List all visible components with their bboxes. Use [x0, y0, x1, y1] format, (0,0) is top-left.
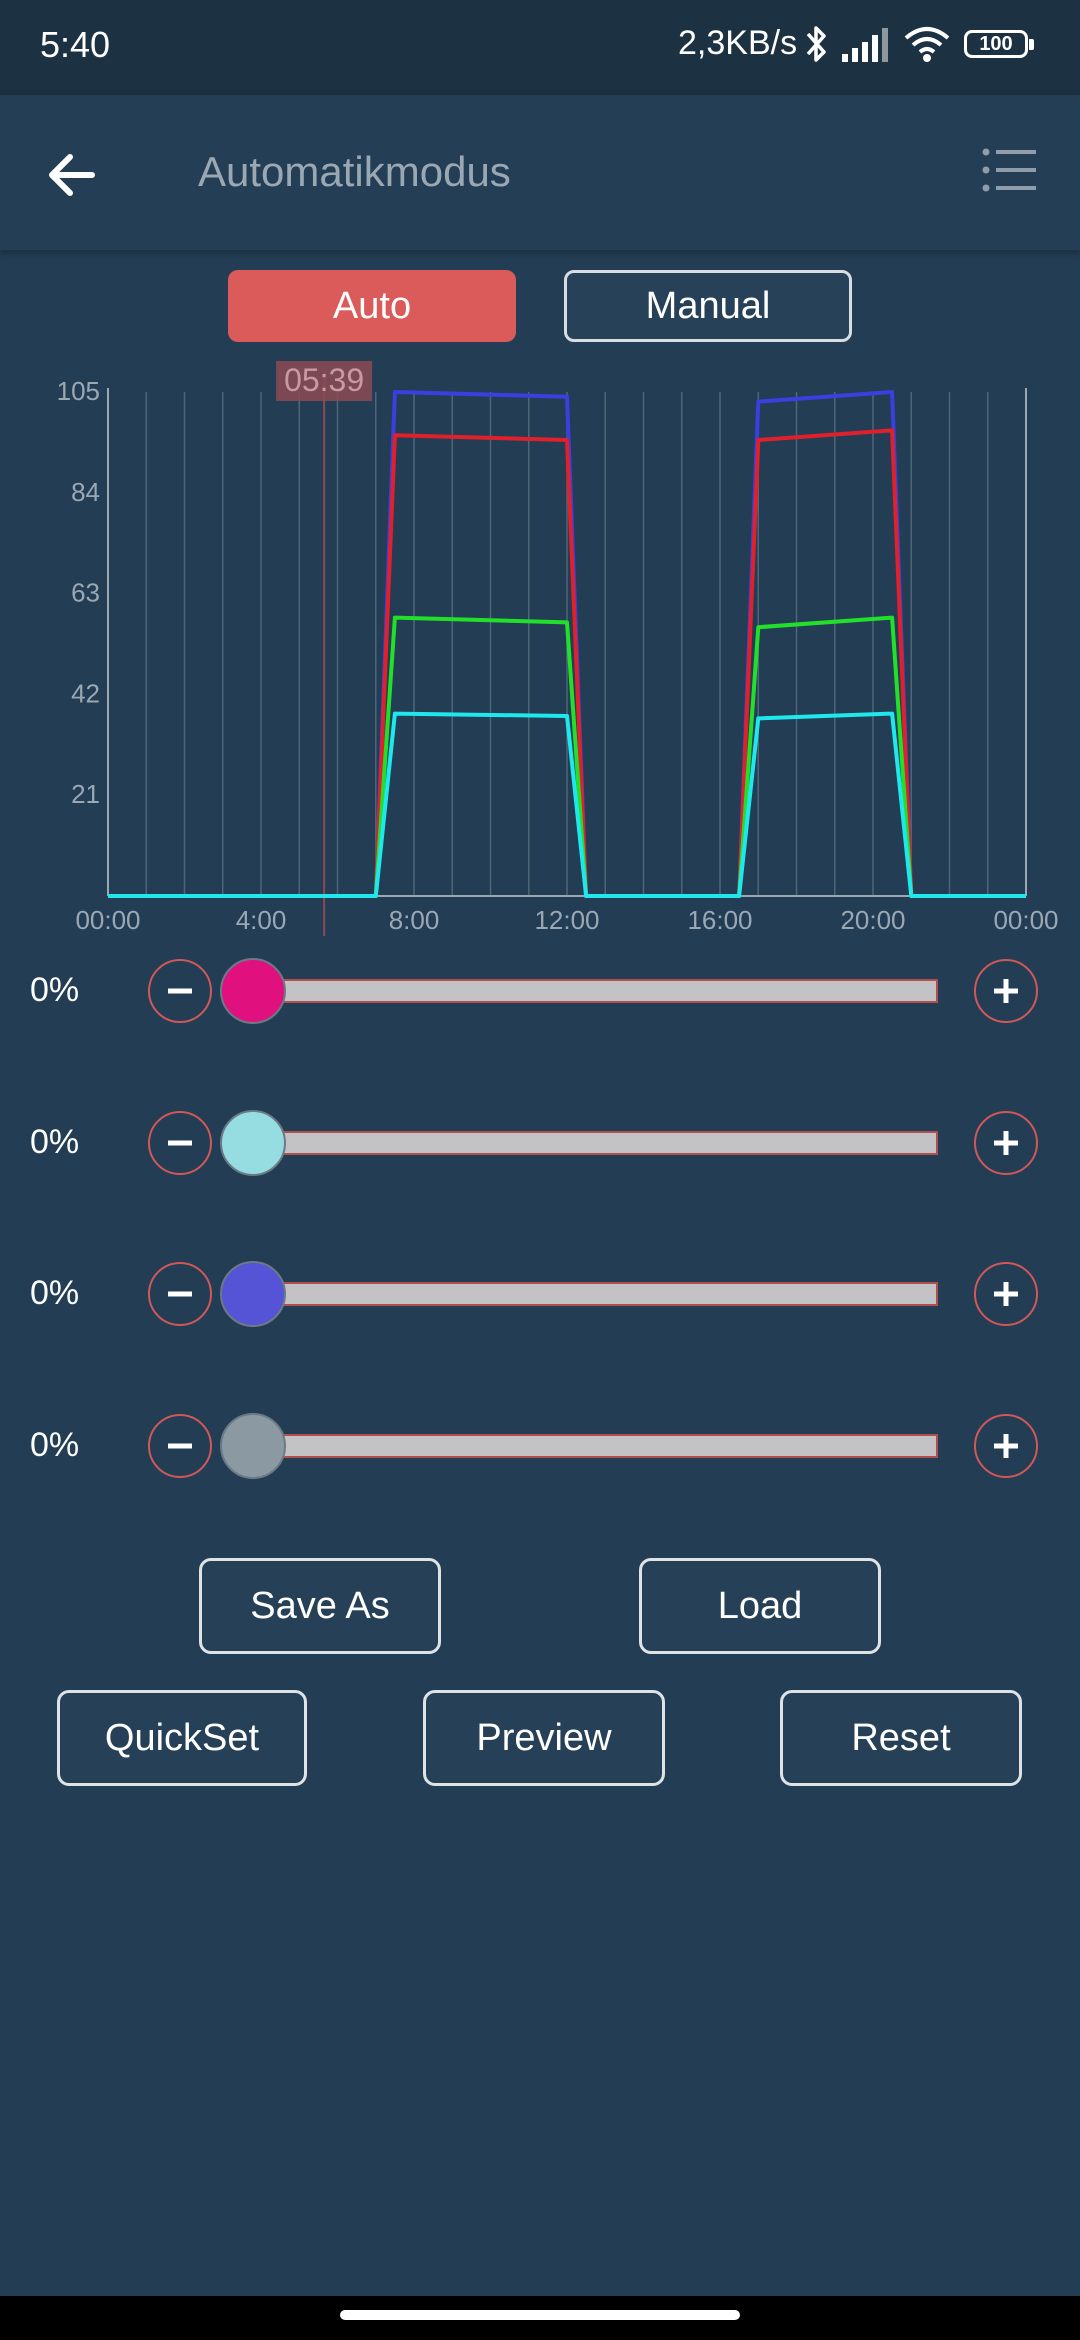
back-arrow-icon[interactable] [40, 145, 120, 205]
chart-y-tick-label: 21 [71, 779, 100, 809]
home-indicator[interactable] [340, 2310, 740, 2320]
page-title: Automatikmodus [198, 148, 511, 195]
channel-slider-track[interactable] [250, 979, 938, 1003]
chart-x-tick-label: 00:00 [993, 905, 1058, 935]
plus-icon [994, 979, 1018, 1003]
minus-icon [168, 1443, 192, 1449]
channel-row: 0% [0, 1105, 1080, 1185]
chart-y-tick-label: 42 [71, 678, 100, 708]
system-nav-bar [0, 2296, 1080, 2340]
channel-slider-thumb[interactable] [220, 1261, 286, 1327]
channel-value-label: 0% [30, 971, 80, 1009]
channel-slider-track[interactable] [250, 1131, 938, 1155]
app-bar: Automatikmodus [0, 95, 1080, 250]
current-time-label: 05:39 [284, 362, 364, 398]
chart-x-tick-label: 20:00 [840, 905, 905, 935]
increase-button[interactable] [974, 1111, 1038, 1175]
minus-icon [168, 988, 192, 994]
current-time-badge [276, 361, 373, 401]
load-button[interactable]: Load [639, 1558, 881, 1654]
increase-button[interactable] [974, 1262, 1038, 1326]
preview-button[interactable]: Preview [423, 1690, 665, 1786]
minus-icon [168, 1291, 192, 1297]
decrease-button[interactable] [148, 1414, 212, 1478]
plus-icon [994, 1131, 1018, 1155]
auto-mode-button[interactable]: Auto [228, 270, 516, 342]
decrease-button[interactable] [148, 1111, 212, 1175]
chart-y-tick-label: 84 [71, 477, 100, 507]
chart-series-line [108, 711, 1026, 898]
chart-x-tick-label: 4:00 [236, 905, 287, 935]
channel-value-label: 0% [30, 1426, 80, 1464]
light-schedule-chart[interactable]: 105 84 63 42 21 00:00 4:00 8:00 12:00 16:00 20:00 0… [0, 355, 1080, 945]
chart-x-tick-label: 00:00 [75, 905, 140, 935]
channel-slider-track[interactable] [250, 1282, 938, 1306]
channel-row: 0% [0, 953, 1080, 1033]
channel-value-label: 0% [30, 1274, 80, 1312]
status-time: 5:40 [40, 24, 111, 65]
network-speed: 2,3KB/s [678, 24, 798, 62]
channel-slider-track[interactable] [250, 1434, 938, 1458]
chart-x-tick-label: 16:00 [687, 905, 752, 935]
quickset-button[interactable]: QuickSet [57, 1690, 307, 1786]
reset-button[interactable]: Reset [780, 1690, 1022, 1786]
menu-list-icon[interactable] [980, 145, 1040, 195]
plus-icon [994, 1434, 1018, 1458]
channel-value-label: 0% [30, 1123, 80, 1161]
channel-slider-thumb[interactable] [220, 958, 286, 1024]
signal-icon [842, 28, 888, 62]
channel-slider-thumb[interactable] [220, 1413, 286, 1479]
chart-x-tick-label: 8:00 [389, 905, 440, 935]
decrease-button[interactable] [148, 959, 212, 1023]
channel-row: 0% [0, 1408, 1080, 1488]
manual-mode-button[interactable]: Manual [564, 270, 852, 342]
decrease-button[interactable] [148, 1262, 212, 1326]
bluetooth-icon [806, 26, 826, 62]
chart-x-tick-label: 12:00 [534, 905, 599, 935]
channel-slider-thumb[interactable] [220, 1110, 286, 1176]
channel-row: 0% [0, 1256, 1080, 1336]
battery-icon: 100 [964, 30, 1034, 58]
save-as-button[interactable]: Save As [199, 1558, 441, 1654]
chart-y-tick-label: 63 [71, 578, 100, 608]
minus-icon [168, 1140, 192, 1146]
wifi-icon [904, 27, 950, 62]
plus-icon [994, 1282, 1018, 1306]
chart-y-tick-label: 105 [57, 376, 100, 406]
status-bar: 5:40 2,3KB/s 100 [0, 0, 1080, 95]
increase-button[interactable] [974, 959, 1038, 1023]
increase-button[interactable] [974, 1414, 1038, 1478]
